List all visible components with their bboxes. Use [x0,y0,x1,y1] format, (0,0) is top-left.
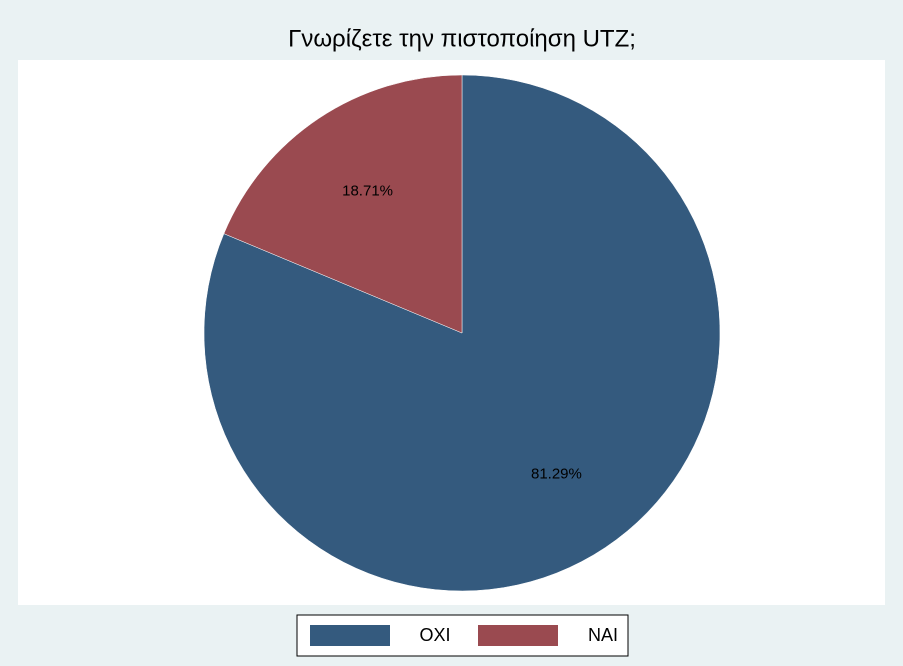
legend-label: NAI [588,625,618,645]
legend-swatch [310,625,390,646]
legend-label: OXI [419,625,450,645]
legend-swatch [478,625,558,646]
pie-slice [223,74,463,334]
slice-label: 81.29% [531,466,582,483]
chart-title: Γνωρίζετε την πιστοποίηση UTZ; [288,25,636,52]
slice-label: 18.71% [342,182,393,199]
